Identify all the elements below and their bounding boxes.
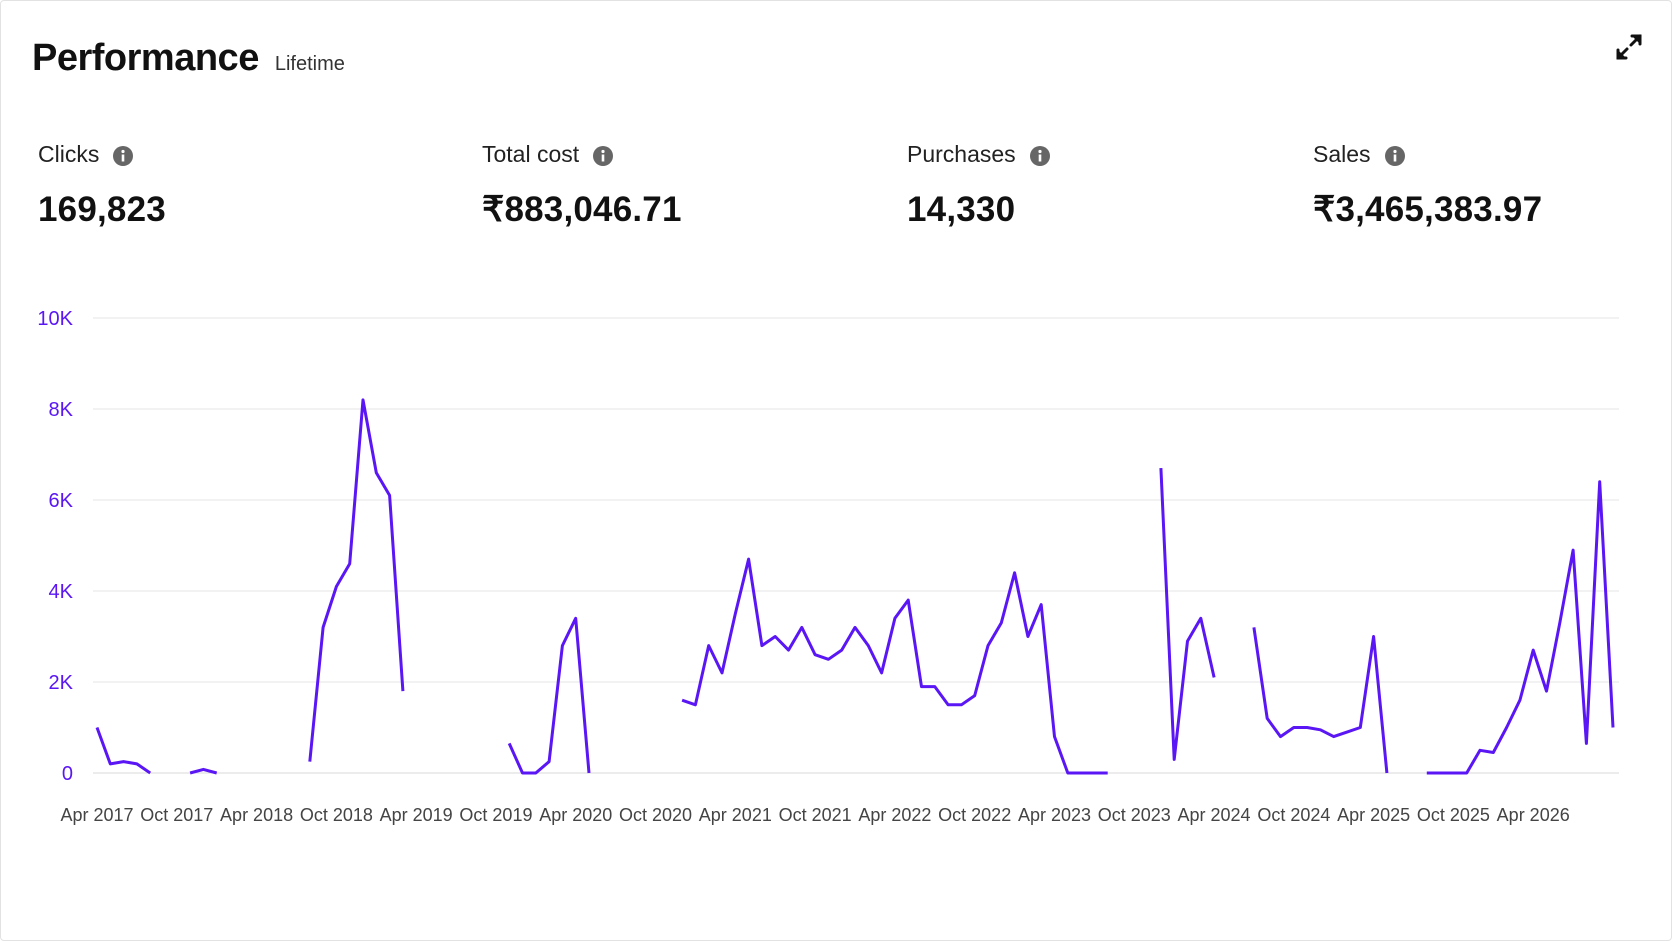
y-tick-label: 8K [49, 399, 74, 421]
expand-icon[interactable] [1613, 31, 1645, 63]
x-tick-label: Oct 2017 [140, 805, 213, 825]
x-tick-label: Apr 2025 [1337, 805, 1410, 825]
metric-value: ₹3,465,383.97 [1313, 190, 1543, 229]
x-tick-label: Apr 2024 [1178, 805, 1251, 825]
metric-sales: Sales ₹3,465,383.97 [1313, 141, 1542, 230]
metric-clicks: Clicks 169,823 [38, 141, 166, 230]
card-header: Performance Lifetime [32, 37, 345, 80]
series-line-segment [507, 616, 591, 775]
x-tick-label: Apr 2022 [858, 805, 931, 825]
x-tick-label: Apr 2020 [539, 805, 612, 825]
performance-line-chart[interactable]: 0 2K 4K 6K 8K 10K Apr 2017 Oct 2017 Apr 2018 Oct … [1, 281, 1672, 841]
series-line-segment [681, 557, 1108, 775]
x-tick-label: Apr 2018 [220, 805, 293, 825]
x-tick-label: Oct 2021 [779, 805, 852, 825]
series-line-segment [1426, 480, 1615, 775]
x-tick-label: Apr 2019 [380, 805, 453, 825]
metric-value: 14,330 [907, 190, 1016, 229]
date-range-label: Lifetime [274, 53, 345, 75]
series-line-segment [1159, 468, 1216, 761]
metric-value: 169,823 [38, 190, 166, 229]
metric-label: Purchases [907, 141, 1016, 167]
info-icon[interactable] [1029, 145, 1050, 166]
series-line-segment [189, 767, 218, 775]
x-tick-label: Apr 2026 [1497, 805, 1570, 825]
y-tick-label: 0 [62, 763, 73, 785]
x-tick-label: Apr 2017 [60, 805, 133, 825]
info-icon[interactable] [593, 145, 614, 166]
x-tick-label: Apr 2021 [699, 805, 772, 825]
series-line-segment [1252, 627, 1389, 774]
y-tick-label: 4K [49, 581, 74, 603]
x-tick-label: Oct 2020 [619, 805, 692, 825]
x-tick-label: Oct 2024 [1257, 805, 1330, 825]
metric-value: ₹883,046.71 [482, 190, 682, 229]
info-icon[interactable] [1384, 145, 1405, 166]
y-tick-label: 10K [37, 308, 73, 330]
metric-total-cost: Total cost ₹883,046.71 [482, 141, 682, 230]
metric-label: Total cost [482, 141, 580, 167]
series-line-segment [308, 398, 405, 762]
info-icon[interactable] [113, 145, 134, 166]
y-tick-label: 6K [49, 490, 74, 512]
x-tick-label: Oct 2023 [1098, 805, 1171, 825]
metric-label: Clicks [38, 141, 100, 167]
series-line-segment [95, 726, 152, 775]
x-tick-label: Oct 2019 [459, 805, 532, 825]
x-tick-label: Oct 2025 [1417, 805, 1490, 825]
x-tick-label: Apr 2023 [1018, 805, 1091, 825]
x-tick-label: Oct 2022 [938, 805, 1011, 825]
card-title: Performance [32, 37, 259, 79]
x-tick-label: Oct 2018 [300, 805, 373, 825]
y-tick-label: 2K [49, 672, 74, 694]
metric-label: Sales [1313, 141, 1371, 167]
metric-purchases: Purchases 14,330 [907, 141, 1050, 230]
